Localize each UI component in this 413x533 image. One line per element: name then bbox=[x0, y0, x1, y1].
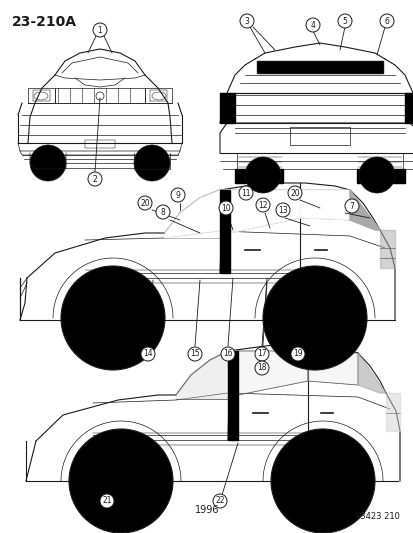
Circle shape bbox=[275, 203, 289, 217]
Circle shape bbox=[69, 429, 173, 533]
Polygon shape bbox=[385, 393, 399, 431]
Circle shape bbox=[212, 494, 226, 508]
Polygon shape bbox=[219, 190, 230, 273]
Circle shape bbox=[358, 157, 394, 193]
Text: 23-210A: 23-210A bbox=[12, 15, 77, 29]
Text: 6: 6 bbox=[384, 17, 389, 26]
Circle shape bbox=[271, 429, 374, 533]
Text: 12: 12 bbox=[258, 200, 267, 209]
Text: 9: 9 bbox=[175, 190, 180, 199]
Circle shape bbox=[156, 205, 170, 219]
Circle shape bbox=[100, 494, 114, 508]
Text: 4: 4 bbox=[310, 20, 315, 29]
Circle shape bbox=[221, 347, 235, 361]
Bar bbox=[55, 88, 145, 103]
Text: 21: 21 bbox=[102, 497, 112, 505]
Polygon shape bbox=[165, 190, 219, 238]
Circle shape bbox=[379, 14, 393, 28]
Text: 18: 18 bbox=[256, 364, 266, 373]
Polygon shape bbox=[219, 190, 299, 233]
Circle shape bbox=[254, 361, 268, 375]
Bar bbox=[289, 127, 349, 145]
Circle shape bbox=[141, 347, 154, 361]
Circle shape bbox=[287, 186, 301, 200]
Polygon shape bbox=[357, 353, 385, 393]
Circle shape bbox=[238, 186, 252, 200]
Polygon shape bbox=[228, 351, 237, 440]
Text: 11: 11 bbox=[241, 189, 250, 198]
Circle shape bbox=[171, 188, 185, 202]
Text: 1996: 1996 bbox=[194, 505, 219, 515]
Text: 16: 16 bbox=[223, 350, 232, 359]
Polygon shape bbox=[379, 230, 394, 268]
Text: 22: 22 bbox=[215, 497, 224, 505]
Text: 10: 10 bbox=[221, 204, 230, 213]
Polygon shape bbox=[404, 93, 413, 123]
Polygon shape bbox=[228, 351, 307, 395]
Circle shape bbox=[254, 347, 268, 361]
Polygon shape bbox=[235, 169, 282, 183]
Text: 19: 19 bbox=[292, 350, 302, 359]
Polygon shape bbox=[256, 61, 382, 73]
Text: 3: 3 bbox=[244, 17, 249, 26]
Polygon shape bbox=[299, 190, 349, 220]
Text: 8: 8 bbox=[160, 207, 165, 216]
Circle shape bbox=[134, 145, 170, 181]
Text: 14: 14 bbox=[143, 350, 152, 359]
Circle shape bbox=[255, 198, 269, 212]
Polygon shape bbox=[307, 351, 357, 385]
Circle shape bbox=[218, 201, 233, 215]
Text: 20: 20 bbox=[140, 198, 150, 207]
Circle shape bbox=[93, 23, 107, 37]
Circle shape bbox=[344, 199, 358, 213]
Circle shape bbox=[305, 18, 319, 32]
Text: 2: 2 bbox=[93, 174, 97, 183]
Circle shape bbox=[262, 266, 366, 370]
Polygon shape bbox=[176, 351, 228, 399]
Text: 93423 210: 93423 210 bbox=[354, 512, 399, 521]
Circle shape bbox=[88, 172, 102, 186]
Circle shape bbox=[240, 14, 254, 28]
Circle shape bbox=[337, 14, 351, 28]
Text: 20: 20 bbox=[290, 189, 299, 198]
Text: 15: 15 bbox=[190, 350, 199, 359]
Circle shape bbox=[290, 347, 304, 361]
Circle shape bbox=[30, 145, 66, 181]
Polygon shape bbox=[219, 93, 235, 123]
Circle shape bbox=[61, 266, 165, 370]
Circle shape bbox=[188, 347, 202, 361]
Text: 1: 1 bbox=[97, 26, 102, 35]
Polygon shape bbox=[356, 169, 404, 183]
Text: 7: 7 bbox=[349, 201, 354, 211]
Text: 5: 5 bbox=[342, 17, 347, 26]
Polygon shape bbox=[349, 190, 379, 230]
Text: 13: 13 bbox=[278, 206, 287, 214]
Circle shape bbox=[244, 157, 280, 193]
Text: 17: 17 bbox=[256, 350, 266, 359]
Bar bbox=[85, 140, 115, 148]
Circle shape bbox=[138, 196, 152, 210]
